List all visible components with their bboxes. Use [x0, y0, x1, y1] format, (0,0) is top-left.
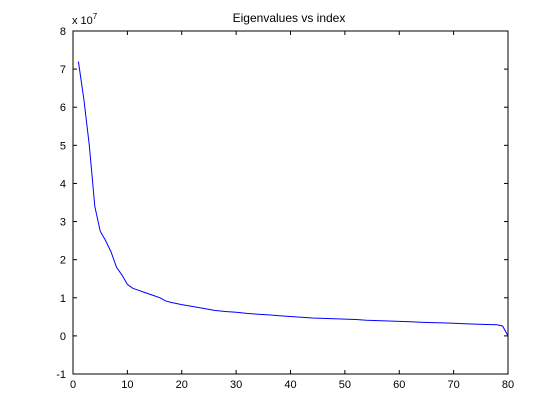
x-tick-label: 40 [284, 379, 296, 391]
y-tick-label: 2 [60, 255, 66, 267]
x-tick-label: 30 [230, 379, 242, 391]
y-axis-multiplier-exponent: 7 [93, 12, 98, 21]
y-tick-label: 3 [60, 217, 66, 229]
chart-title: Eigenvalues vs index [233, 11, 346, 25]
y-tick-label: 1 [60, 293, 66, 305]
x-tick-label: 0 [70, 379, 76, 391]
y-axis-ticks: -1 0 1 2 3 4 5 6 7 8 [56, 26, 508, 381]
x-tick-label: 70 [448, 379, 460, 391]
y-tick-label: 4 [60, 178, 66, 190]
x-tick-label: 20 [176, 379, 188, 391]
y-axis-multiplier: x 107 [72, 12, 98, 27]
y-axis-multiplier-base: x 10 [72, 15, 93, 27]
y-tick-label: 5 [60, 140, 66, 152]
x-tick-label: 50 [339, 379, 351, 391]
x-tick-label: 80 [502, 379, 514, 391]
y-tick-label: 6 [60, 102, 66, 114]
y-tick-label: 0 [60, 331, 66, 343]
series-layer [77, 61, 509, 337]
y-tick-label: 7 [60, 64, 66, 76]
x-axis-ticks: 0 10 20 30 40 50 60 70 80 [70, 31, 514, 391]
y-tick-label: 8 [60, 26, 66, 38]
x-tick-label: 60 [393, 379, 405, 391]
y-tick-label: -1 [56, 369, 66, 381]
eigenvalue-series-line [77, 61, 509, 337]
x-tick-label: 10 [121, 379, 133, 391]
